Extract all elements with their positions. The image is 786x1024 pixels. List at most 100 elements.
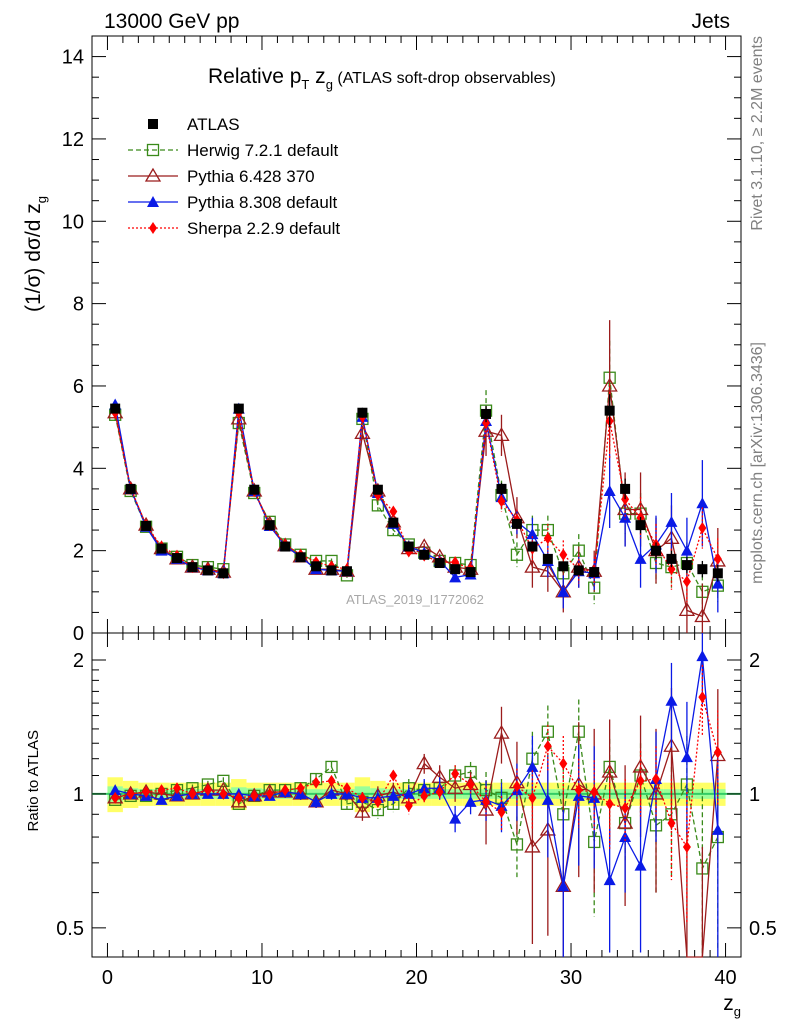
ratio-series-pythia6 [107, 688, 726, 958]
main-point-pythia6 [694, 608, 711, 623]
main-point-atlas [666, 553, 677, 564]
legend-label-pythia6: Pythia 6.428 370 [187, 167, 315, 186]
ratio-point-sherpa [111, 791, 120, 804]
main-point-pythia8 [557, 585, 570, 597]
main-y-tick-label: 12 [62, 129, 84, 151]
main-point-pythia8 [680, 544, 693, 556]
main-point-atlas [635, 520, 646, 531]
ratio-point-pythia8 [325, 787, 338, 799]
ratio-point-sherpa [358, 791, 367, 804]
main-point-atlas [156, 543, 167, 554]
main-point-sherpa [713, 552, 722, 565]
main-point-atlas [697, 564, 708, 575]
main-point-pythia8 [696, 497, 709, 509]
main-point-atlas [311, 561, 322, 572]
ratio-point-sherpa [420, 789, 429, 802]
main-point-atlas [388, 517, 399, 528]
main-point-atlas [187, 562, 198, 573]
ratio-point-sherpa [250, 789, 259, 802]
ratio-point-herwig [510, 838, 524, 851]
main-point-atlas [264, 520, 275, 531]
header-left: 13000 GeV pp [104, 10, 239, 33]
main-point-sherpa [682, 575, 691, 588]
side-label-top: Rivet 3.1.10, ≥ 2.2M events [749, 36, 766, 231]
x-tick-label: 0 [102, 967, 113, 989]
main-point-atlas [434, 558, 445, 569]
ratio-point-pythia6 [601, 763, 618, 778]
main-y-axis-label: (1/σ) dσ/d zg [22, 196, 49, 312]
main-point-pythia8 [711, 577, 724, 589]
main-point-atlas [496, 483, 507, 494]
main-point-atlas [450, 564, 461, 575]
ratio-line-pythia8 [115, 656, 719, 887]
ratio-y-tick-label-right: 0.5 [749, 918, 777, 940]
ratio-point-sherpa [296, 782, 305, 795]
ratio-point-sherpa [652, 773, 661, 786]
main-y-tick-label: 2 [73, 541, 84, 563]
main-y-tick-label: 14 [62, 47, 84, 69]
ratio-point-sherpa [342, 782, 351, 795]
ratio-point-sherpa [126, 787, 135, 800]
main-line-sherpa [114, 412, 719, 583]
ratio-y-tick-label-right: 2 [749, 650, 760, 672]
main-point-atlas [218, 568, 229, 579]
ratio-y-tick-label: 0.5 [56, 918, 84, 940]
ratio-point-sherpa [373, 795, 382, 808]
ratio-y-axis-label: Ratio to ATLAS [25, 730, 42, 831]
ratio-point-sherpa [621, 801, 630, 814]
main-line-herwig [114, 377, 719, 593]
ratio-point-sherpa [172, 782, 181, 795]
ratio-point-pythia8 [310, 795, 323, 807]
main-point-atlas [620, 483, 631, 494]
ratio-point-herwig [325, 760, 338, 774]
main-point-sherpa [389, 505, 398, 518]
ratio-point-sherpa [451, 767, 460, 780]
main-point-herwig [510, 548, 524, 561]
main-point-atlas [357, 407, 368, 418]
main-point-atlas [573, 565, 584, 576]
main-point-pythia8 [634, 552, 647, 564]
main-series-atlas [110, 394, 723, 582]
ratio-point-sherpa [636, 774, 645, 787]
main-point-atlas [558, 561, 569, 572]
legend-label-herwig: Herwig 7.2.1 default [187, 141, 338, 160]
ratio-point-pythia8 [634, 859, 647, 871]
main-point-atlas [481, 408, 492, 419]
ratio-point-sherpa [281, 784, 290, 797]
ratio-point-pythia8 [449, 812, 462, 824]
main-data [107, 320, 726, 633]
ratio-point-sherpa [497, 806, 506, 819]
main-point-atlas [604, 405, 615, 416]
main-y-tick-label: 4 [73, 458, 84, 480]
main-point-pythia8 [619, 511, 632, 523]
legend-marker-herwig [146, 143, 160, 157]
legend: ATLAS Herwig 7.2.1 default Pythia 6.428 37… [128, 115, 340, 238]
main-point-sherpa [559, 548, 568, 561]
ratio-point-sherpa [188, 787, 197, 800]
main-point-pythia6 [601, 377, 618, 392]
main-point-pythia8 [603, 484, 616, 496]
legend-label-sherpa: Sherpa 2.2.9 default [187, 219, 340, 238]
ratio-y-tick-label-right: 1 [749, 784, 760, 806]
ratio-point-pythia8 [387, 789, 400, 801]
ratio-point-pythia6 [524, 838, 541, 853]
header-right: Jets [691, 10, 730, 33]
ratio-point-sherpa [466, 778, 475, 791]
x-tick-label: 30 [560, 967, 582, 989]
legend-marker-sherpa [149, 222, 157, 234]
main-point-atlas [372, 484, 383, 495]
main-point-atlas [511, 518, 522, 529]
ratio-point-pythia8 [170, 789, 183, 801]
ratio-point-pythia6 [354, 803, 371, 818]
main-point-pythia6 [230, 410, 247, 425]
legend-marker-pythia8 [147, 196, 159, 207]
analysis-watermark: ATLAS_2019_I1772062 [346, 592, 484, 607]
x-tick-label: 40 [714, 967, 736, 989]
ratio-line-sherpa [115, 696, 719, 849]
x-tick-label: 10 [251, 967, 273, 989]
ratio-line-pythia6 [115, 732, 719, 958]
main-point-pythia8 [449, 571, 462, 583]
main-y-tick-label: 0 [73, 623, 84, 645]
